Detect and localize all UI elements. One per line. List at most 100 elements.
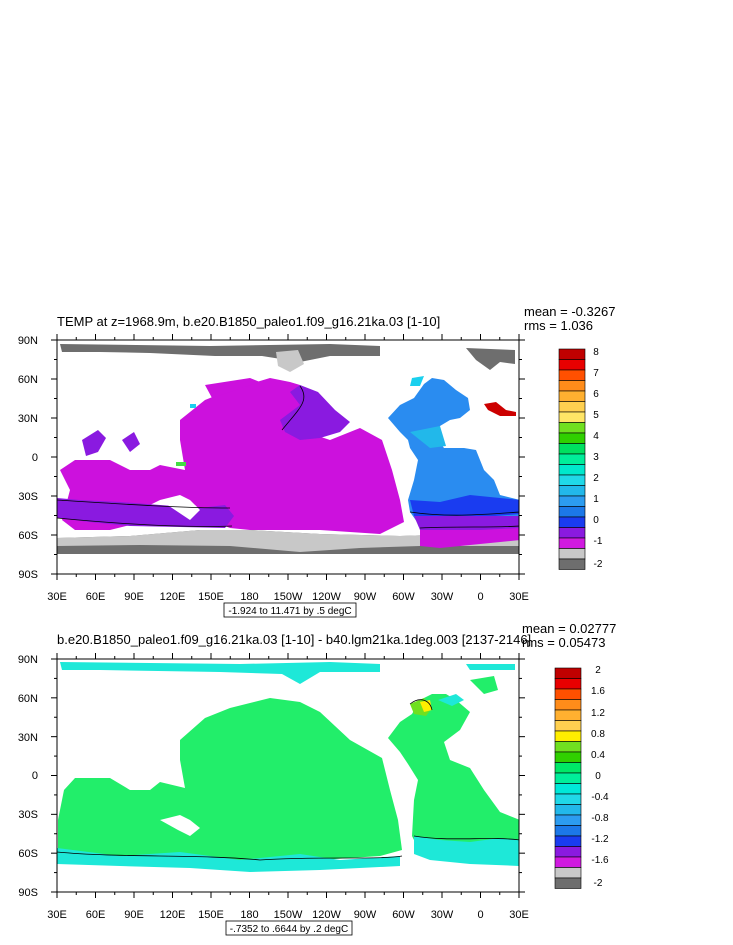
colorbar-swatch [554, 709, 582, 721]
panel-1-pacific-indian [60, 378, 404, 534]
panel-2: b.e20.B1850_paleo1.f09_g16.21ka.03 [1-10… [18, 621, 616, 936]
panel-2-xtick: 30E [509, 909, 529, 921]
panel-2-xtick: 60E [86, 909, 106, 921]
panel-1-xtick: 90E [124, 591, 144, 603]
panel-2-nordic-green [470, 676, 498, 694]
panel-1-xtick: 150W [274, 591, 303, 603]
svg-text:-.7352 to .6644 by .2 degC: -.7352 to .6644 by .2 degC [230, 924, 348, 935]
colorbar-swatch [554, 667, 582, 679]
panel-2-ytick: 90S [18, 887, 38, 899]
panel-2-rms: rms = 0.05473 [522, 635, 605, 650]
panel-2-xtick: 60W [392, 909, 415, 921]
panel-1-atlantic [388, 378, 519, 526]
panel-2-colorbar-label: 1.6 [591, 686, 605, 697]
colorbar-swatch [558, 485, 586, 497]
panel-2-xtick: 30W [431, 909, 454, 921]
colorbar-swatch [554, 699, 582, 711]
colorbar-swatch [558, 537, 586, 549]
colorbar-swatch [554, 856, 582, 868]
colorbar-swatch [558, 443, 586, 455]
panel-1-colorbar-label: 8 [593, 347, 599, 358]
colorbar-swatch [558, 401, 586, 413]
panel-1-x-axis: 30E 60E 90E 120E 150E 180 150W 120W 90W … [47, 591, 529, 603]
panel-1-labrador-cyan [410, 376, 424, 386]
panel-1-southern-purple [57, 498, 234, 528]
panel-1-xtick: 120E [160, 591, 186, 603]
colorbar-swatch [558, 380, 586, 392]
panel-1-colorbar-label: 7 [593, 368, 599, 379]
colorbar-swatch [554, 835, 582, 847]
colorbar-swatch [558, 558, 586, 570]
colorbar-swatch [554, 793, 582, 805]
panel-1-xtick: 120W [312, 591, 341, 603]
panel-1-xtick: 30E [47, 591, 67, 603]
panel-1-ytick: 30S [18, 491, 38, 503]
panel-2-xtick: 150E [198, 909, 224, 921]
panel-2-ytick: 60S [18, 848, 38, 860]
panel-2-southern-cyan [57, 848, 400, 872]
panel-2-labrador-cyan [438, 694, 464, 706]
panel-1-xtick: 0 [477, 591, 483, 603]
colorbar-swatch [558, 359, 586, 371]
panel-2-xtick: 90E [124, 909, 144, 921]
panel-2-colorbar-label: -1.6 [591, 855, 609, 866]
colorbar-swatch [554, 804, 582, 816]
panel-1-cyan-patch [190, 404, 196, 408]
colorbar-swatch [554, 825, 582, 837]
panel-1-xtick: 150E [198, 591, 224, 603]
panel-1-ytick: 90S [18, 569, 38, 581]
panel-1-ytick: 90N [18, 335, 38, 347]
colorbar-swatch [558, 464, 586, 476]
panel-2-colorbar-label: -0.4 [591, 792, 609, 803]
panel-1: TEMP at z=1968.9m, b.e20.B1850_paleo1.f0… [18, 304, 615, 618]
panel-2-ytick: 60N [18, 693, 38, 705]
panel-1-xtick: 90W [354, 591, 377, 603]
panel-1-arctic-ice-east [466, 348, 515, 370]
panel-2-xtick: 120E [160, 909, 186, 921]
colorbar-swatch [554, 730, 582, 742]
panel-1-colorbar-label: 1 [593, 494, 599, 505]
panel-2-colorbar-label: 2 [595, 665, 601, 676]
panel-1-weddell-magenta [420, 528, 519, 548]
panel-1-colorbar-label: 4 [593, 431, 599, 442]
panel-2-weddell-cyan [414, 836, 519, 866]
panel-2-colorbar-label: 0 [595, 771, 601, 782]
panel-2-y-axis: 90N 60N 30N 0 30S 60S 90S [18, 654, 38, 899]
colorbar-swatch [558, 369, 586, 381]
panel-1-bay-purple [122, 432, 140, 452]
panel-2-pacific-indian [58, 698, 402, 862]
panel-1-colorbar-label: 3 [593, 452, 599, 463]
panel-1-north-pacific-edge [205, 378, 260, 398]
panel-1-xtick: 30E [509, 591, 529, 603]
colorbar-swatch [558, 516, 586, 528]
panel-1-ytick: 60N [18, 374, 38, 386]
colorbar-swatch [558, 495, 586, 507]
panel-2-colorbar-label: -1.2 [591, 834, 609, 845]
colorbar-swatch [554, 783, 582, 795]
colorbar-swatch [558, 422, 586, 434]
panel-1-mediterranean-red [484, 402, 516, 416]
panel-1-tick-marks [51, 334, 525, 580]
colorbar-swatch [554, 720, 582, 732]
colorbar-swatch [558, 474, 586, 486]
colorbar-swatch [554, 678, 582, 690]
panel-2-xtick: 150W [274, 909, 303, 921]
colorbar-swatch [554, 772, 582, 784]
colorbar-swatch [554, 846, 582, 858]
colorbar-swatch [558, 411, 586, 423]
panel-1-colorbar-swatches [558, 348, 586, 570]
colorbar-swatch [554, 814, 582, 826]
panel-2-colorbar-label: 1.2 [591, 708, 605, 719]
panel-1-green-patch [176, 462, 186, 466]
panel-2-ytick: 30N [18, 732, 38, 744]
panel-1-colorbar-label: -1 [594, 536, 603, 547]
panel-1-arabian-purple [82, 430, 106, 456]
panel-1-contour-info: -1.924 to 11.471 by .5 degC [223, 602, 357, 618]
panel-2-ytick: 90N [18, 654, 38, 666]
panel-2-xtick: 180 [240, 909, 258, 921]
panel-2-colorbar: 2 1.6 1.2 0.8 0.4 0 -0.4 -0.8 -1.2 -1.6 … [554, 665, 609, 889]
colorbar-swatch [558, 548, 586, 560]
panel-2-xtick: 120W [312, 909, 341, 921]
panel-1-arctic-ice-light [276, 350, 304, 372]
colorbar-swatch [558, 527, 586, 539]
